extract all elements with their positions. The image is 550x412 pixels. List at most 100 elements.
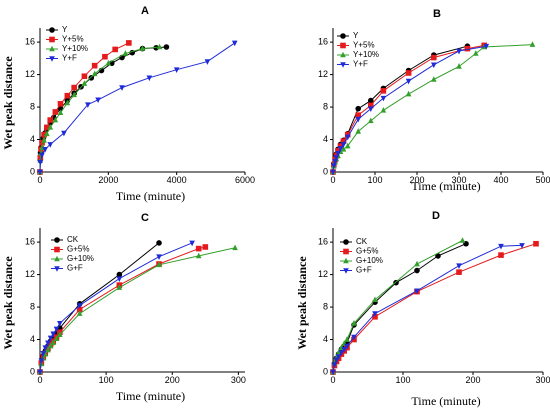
y-tick-label: 4 <box>323 334 328 344</box>
data-point <box>431 76 437 82</box>
data-point <box>116 276 123 282</box>
data-point <box>456 63 462 69</box>
data-point <box>40 351 47 357</box>
data-point <box>76 310 83 316</box>
series-Y+F <box>330 43 490 176</box>
legend-marker <box>343 257 349 264</box>
data-point <box>344 134 351 141</box>
legend-marker <box>343 268 349 274</box>
data-point <box>53 335 60 342</box>
data-point <box>45 340 51 347</box>
data-point <box>372 311 378 317</box>
legend-label: Y+10% <box>353 50 379 59</box>
data-point <box>57 101 64 107</box>
data-point <box>126 40 132 46</box>
legend-marker <box>49 45 55 52</box>
legend-marker <box>49 27 55 33</box>
data-point <box>456 263 462 269</box>
data-point <box>498 252 504 258</box>
data-point <box>95 97 101 104</box>
data-point <box>122 50 129 56</box>
data-point <box>414 288 420 295</box>
legend-marker <box>54 237 60 243</box>
data-point <box>91 70 98 77</box>
data-point <box>61 130 67 137</box>
panel-title: C <box>141 212 149 224</box>
data-point <box>333 155 340 161</box>
data-point <box>71 91 77 98</box>
legend-label: G+10% <box>356 256 383 265</box>
series-G+10% <box>330 237 466 375</box>
legend-label: Y+10% <box>62 44 88 53</box>
legend-item: CK <box>340 237 368 246</box>
data-point <box>195 245 202 252</box>
data-point <box>81 73 88 80</box>
legend: YY+5%Y+10%Y+F <box>46 25 88 63</box>
y-axis-label: Wet peak distance <box>295 256 309 350</box>
legend-item: G+F <box>340 266 372 275</box>
series-Y+10% <box>37 43 163 175</box>
data-point <box>340 142 347 148</box>
data-point <box>44 124 50 131</box>
data-point <box>76 306 83 313</box>
data-point <box>519 243 525 249</box>
legend-marker <box>54 255 60 262</box>
x-tick-label: 0 <box>37 175 42 185</box>
legend-item: G+5% <box>340 247 378 256</box>
series-line <box>332 240 463 373</box>
x-tick-label: 300 <box>451 175 466 185</box>
data-point <box>473 50 479 56</box>
legend-item: G+F <box>51 264 83 273</box>
legend: CKG+5%G+10%G+F <box>51 235 94 273</box>
data-point <box>42 345 49 351</box>
data-point <box>50 331 57 338</box>
y-tick-label: 8 <box>30 101 35 111</box>
y-tick-label: 12 <box>318 269 328 279</box>
legend-label: G+10% <box>67 254 94 263</box>
data-point <box>459 237 466 243</box>
chart-panel-C: C 0 4 8 12 16 0 100 200 300 Time (minute) Wet peak … <box>1 212 246 403</box>
data-point <box>232 244 238 251</box>
series-Y <box>330 43 471 175</box>
y-tick-label: 4 <box>30 134 35 144</box>
data-point <box>52 116 59 123</box>
data-point <box>47 342 54 349</box>
x-tick-label: 200 <box>409 175 424 185</box>
x-axis-label: Time (minute) <box>411 394 480 408</box>
data-point <box>335 151 341 157</box>
x-tick-label: 200 <box>465 375 480 385</box>
series-G+F <box>330 243 525 376</box>
data-point <box>414 267 420 274</box>
legend-label: Y+F <box>353 60 368 69</box>
y-tick-label: 8 <box>323 101 328 111</box>
legend-item: Y+5% <box>46 35 84 44</box>
data-point <box>405 90 412 97</box>
data-point <box>368 102 374 109</box>
data-point <box>344 142 351 149</box>
y-tick-label: 4 <box>30 334 35 344</box>
series-line <box>39 42 130 173</box>
y-tick-label: 0 <box>323 366 328 376</box>
data-point <box>355 105 362 112</box>
y-tick-label: 16 <box>318 36 328 46</box>
legend-label: G+5% <box>356 247 378 256</box>
legend-marker <box>340 62 346 68</box>
legend-item: Y+10% <box>46 44 88 53</box>
data-point <box>380 107 387 113</box>
data-point <box>85 102 91 108</box>
data-point <box>37 169 43 176</box>
legend-item: G+10% <box>51 254 94 263</box>
data-point <box>331 362 338 368</box>
data-point <box>37 369 43 376</box>
data-point <box>368 117 374 124</box>
data-point <box>37 159 44 166</box>
data-point <box>498 243 504 250</box>
data-point <box>340 138 347 144</box>
data-point <box>351 334 357 341</box>
data-point <box>529 41 536 47</box>
data-point <box>331 163 337 169</box>
x-tick-label: 4000 <box>167 175 187 185</box>
data-point <box>112 46 118 53</box>
data-point <box>368 97 374 104</box>
